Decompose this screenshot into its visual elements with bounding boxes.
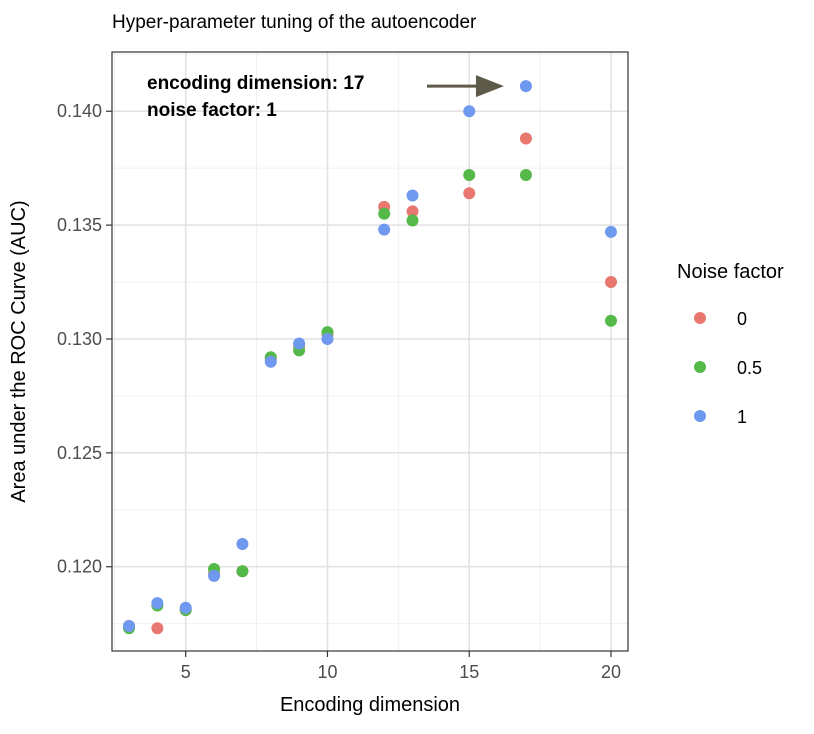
data-point-noise-1 — [604, 225, 617, 238]
y-tick-label: 0.130 — [57, 329, 102, 349]
y-tick-label: 0.125 — [57, 443, 102, 463]
x-tick-label: 5 — [181, 662, 191, 682]
data-point-noise-0 — [463, 187, 476, 200]
data-point-noise-0.5 — [519, 168, 532, 181]
legend-key-1 — [694, 410, 706, 422]
y-axis-ticks: 0.120 0.125 0.130 0.135 0.140 — [57, 101, 112, 577]
legend-title: Noise factor — [677, 261, 784, 283]
data-point-noise-0 — [406, 205, 419, 218]
x-tick-label: 15 — [459, 662, 479, 682]
data-points — [123, 80, 617, 635]
legend-label: 1 — [737, 407, 747, 427]
minor-gridlines — [112, 52, 628, 651]
data-point-noise-1 — [264, 355, 277, 368]
legend-key-0 — [694, 312, 706, 324]
data-point-noise-0.5 — [236, 565, 249, 578]
panel-border — [111, 51, 629, 652]
data-point-noise-1 — [406, 189, 419, 202]
data-point-noise-0.5 — [406, 214, 419, 227]
x-tick-label: 20 — [601, 662, 621, 682]
annotation-line: noise factor: 1 — [147, 100, 277, 121]
legend-key-0.5 — [694, 361, 706, 373]
data-point-noise-1 — [293, 337, 306, 350]
y-tick-label: 0.135 — [57, 215, 102, 235]
annotation-line: encoding dimension: 17 — [147, 73, 364, 94]
data-point-noise-0 — [604, 276, 617, 289]
data-point-noise-0.5 — [463, 168, 476, 181]
y-tick-label: 0.140 — [57, 101, 102, 121]
data-point-noise-1 — [321, 332, 334, 345]
legend: Noise factor 0 0.5 1 — [677, 261, 784, 427]
data-point-noise-0.5 — [604, 314, 617, 327]
chart-title: Hyper-parameter tuning of the autoencode… — [112, 12, 477, 33]
data-point-noise-0 — [151, 622, 164, 635]
x-axis-ticks: 5 10 15 20 — [181, 651, 621, 682]
annotation: encoding dimension: 17 noise factor: 1 — [147, 73, 504, 121]
data-point-noise-1 — [179, 601, 192, 614]
x-axis-title: Encoding dimension — [280, 694, 460, 716]
data-point-noise-0 — [519, 132, 532, 145]
data-point-noise-1 — [123, 619, 136, 632]
legend-label: 0 — [737, 309, 747, 329]
data-point-noise-1 — [519, 80, 532, 93]
y-tick-label: 0.120 — [57, 557, 102, 577]
data-point-noise-1 — [378, 223, 391, 236]
major-gridlines — [112, 52, 628, 651]
data-point-noise-1 — [151, 597, 164, 610]
annotation-arrow-head — [475, 75, 504, 98]
y-axis-title: Area under the ROC Curve (AUC) — [8, 200, 30, 502]
data-point-noise-1 — [208, 569, 221, 582]
legend-label: 0.5 — [737, 358, 762, 378]
data-point-noise-1 — [236, 537, 249, 550]
data-point-noise-0.5 — [378, 207, 391, 220]
data-point-noise-1 — [463, 105, 476, 118]
x-tick-label: 10 — [317, 662, 337, 682]
